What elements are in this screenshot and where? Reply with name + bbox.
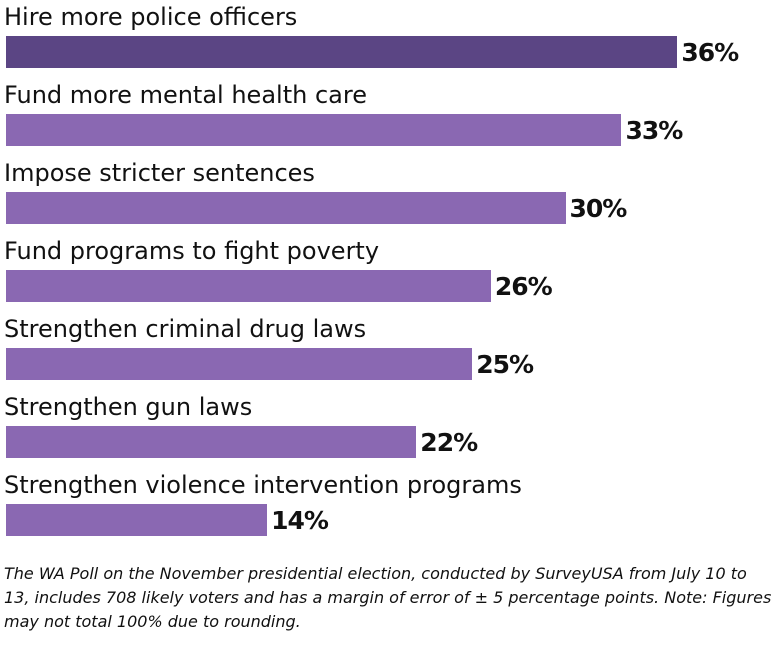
bar bbox=[6, 36, 678, 68]
value-label: 30% bbox=[569, 194, 628, 223]
bar-chart: Hire more police officers 36% Fund more me… bbox=[0, 2, 780, 548]
category-label: Strengthen violence intervention program… bbox=[4, 471, 522, 499]
bar-row: Hire more police officers 36% bbox=[0, 2, 780, 80]
bar-row: Strengthen violence intervention program… bbox=[0, 470, 780, 548]
category-label: Strengthen criminal drug laws bbox=[4, 315, 367, 343]
category-label: Impose stricter sentences bbox=[4, 159, 315, 187]
category-label: Strengthen gun laws bbox=[4, 393, 253, 421]
footnote-text: The WA Poll on the November presidential… bbox=[4, 564, 772, 631]
value-label: 25% bbox=[476, 350, 534, 379]
bar bbox=[6, 348, 473, 380]
category-label: Fund more mental health care bbox=[4, 81, 367, 109]
bar bbox=[6, 114, 622, 146]
value-label: 26% bbox=[494, 272, 553, 301]
bar-row: Fund more mental health care 33% bbox=[0, 80, 780, 158]
bar-row: Strengthen criminal drug laws 25% bbox=[0, 314, 780, 392]
category-label: Fund programs to fight poverty bbox=[4, 237, 380, 265]
bar bbox=[6, 192, 566, 224]
chart-footnote: The WA Poll on the November presidential… bbox=[4, 562, 776, 634]
bar bbox=[6, 270, 491, 302]
value-label: 36% bbox=[681, 38, 739, 67]
bar bbox=[6, 504, 268, 536]
bar-row: Strengthen gun laws 22% bbox=[0, 392, 780, 470]
value-label: 14% bbox=[271, 506, 329, 535]
bar-row: Impose stricter sentences 30% bbox=[0, 158, 780, 236]
category-label: Hire more police officers bbox=[4, 3, 298, 31]
bar bbox=[6, 426, 417, 458]
bar-row: Fund programs to fight poverty 26% bbox=[0, 236, 780, 314]
value-label: 22% bbox=[420, 428, 478, 457]
value-label: 33% bbox=[625, 116, 683, 145]
